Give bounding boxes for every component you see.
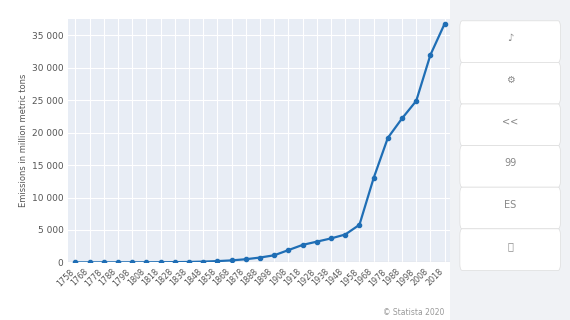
- Text: ⚙: ⚙: [506, 75, 515, 85]
- FancyBboxPatch shape: [460, 104, 560, 146]
- Text: ♪: ♪: [507, 33, 513, 44]
- FancyBboxPatch shape: [460, 187, 560, 229]
- FancyBboxPatch shape: [460, 229, 560, 270]
- Y-axis label: Emissions in million metric tons: Emissions in million metric tons: [19, 74, 28, 207]
- Text: ES: ES: [504, 200, 516, 210]
- FancyBboxPatch shape: [460, 62, 560, 104]
- FancyBboxPatch shape: [460, 146, 560, 187]
- Text: ⎙: ⎙: [507, 241, 513, 252]
- Text: <<: <<: [502, 116, 518, 127]
- FancyBboxPatch shape: [460, 21, 560, 62]
- Text: © Statista 2020: © Statista 2020: [383, 308, 445, 317]
- Text: 99: 99: [504, 158, 516, 168]
